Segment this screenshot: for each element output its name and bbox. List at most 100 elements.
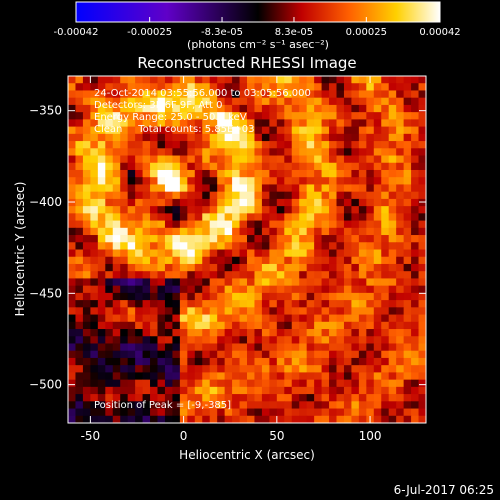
- heatmap-cell: [403, 97, 412, 106]
- heatmap-cell: [299, 329, 308, 337]
- heatmap-cell: [202, 83, 211, 91]
- heatmap-cell: [306, 198, 315, 207]
- heatmap-cell: [306, 372, 315, 381]
- heatmap-cell: [127, 104, 136, 113]
- heatmap-cell: [388, 300, 397, 308]
- heatmap-cell: [381, 329, 390, 337]
- heatmap-cell: [261, 220, 270, 229]
- heatmap-cell: [157, 112, 166, 120]
- heatmap-cell: [68, 314, 76, 323]
- heatmap-cell: [366, 307, 375, 315]
- heatmap-cell: [291, 300, 300, 308]
- heatmap-cell: [172, 408, 181, 417]
- heatmap-cell: [172, 307, 181, 315]
- heatmap-cell: [314, 365, 322, 373]
- heatmap-cell: [172, 386, 181, 395]
- heatmap-cell: [269, 112, 278, 120]
- heatmap-cell: [224, 263, 233, 272]
- heatmap-cell: [82, 321, 91, 330]
- heatmap-cell: [172, 271, 181, 279]
- heatmap-cell: [403, 314, 412, 323]
- heatmap-cell: [381, 242, 390, 250]
- heatmap-cell: [291, 169, 300, 178]
- heatmap-cell: [68, 90, 76, 99]
- heatmap-cell: [224, 256, 233, 265]
- heatmap-cell: [217, 321, 226, 330]
- heatmap-cell: [232, 112, 240, 120]
- heatmap-cell: [321, 336, 330, 344]
- heatmap-cell: [194, 162, 203, 171]
- heatmap-cell: [247, 76, 255, 84]
- heatmap-cell: [306, 162, 315, 171]
- heatmap-cell: [261, 357, 270, 366]
- heatmap-cell: [232, 285, 240, 294]
- heatmap-cell: [314, 133, 322, 142]
- heatmap-cell: [68, 213, 76, 221]
- heatmap-cell: [358, 285, 367, 294]
- heatmap-cell: [97, 271, 106, 279]
- heatmap-cell: [105, 372, 114, 381]
- heatmap-cell: [105, 155, 114, 164]
- heatmap-cell: [254, 148, 263, 156]
- heatmap-cell: [232, 133, 240, 142]
- heatmap-cell: [187, 379, 196, 388]
- heatmap-cell: [232, 76, 240, 84]
- heatmap-cell: [351, 256, 360, 265]
- heatmap-cell: [411, 126, 419, 135]
- heatmap-cell: [120, 357, 129, 366]
- heatmap-cell: [120, 321, 129, 330]
- heatmap-cell: [411, 394, 419, 402]
- heatmap-cell: [329, 126, 337, 135]
- heatmap-cell: [306, 133, 315, 142]
- y-tick-label: −500: [29, 378, 62, 392]
- heatmap-cell: [105, 213, 114, 221]
- heatmap-cell: [247, 112, 255, 120]
- heatmap-cell: [150, 249, 158, 258]
- heatmap-cell: [232, 184, 240, 193]
- heatmap-cell: [82, 408, 91, 417]
- heatmap-cell: [187, 314, 196, 323]
- heatmap-cell: [254, 235, 263, 243]
- heatmap-cell: [127, 365, 136, 373]
- heatmap-cell: [291, 133, 300, 142]
- heatmap-cell: [314, 401, 322, 409]
- heatmap-cell: [373, 97, 382, 106]
- heatmap-cell: [261, 263, 270, 272]
- heatmap-cell: [269, 155, 278, 164]
- heatmap-cell: [127, 235, 136, 243]
- heatmap-cell: [172, 379, 181, 388]
- heatmap-cell: [224, 90, 233, 99]
- heatmap-cell: [135, 141, 143, 149]
- heatmap-cell: [373, 292, 382, 301]
- heatmap-cell: [291, 184, 300, 193]
- heatmap-cell: [269, 408, 278, 417]
- heatmap-cell: [112, 148, 121, 156]
- heatmap-cell: [105, 119, 114, 128]
- heatmap-cell: [157, 365, 166, 373]
- heatmap-cell: [403, 220, 412, 229]
- heatmap-cell: [105, 401, 114, 409]
- heatmap-cell: [209, 408, 218, 417]
- heatmap-cell: [157, 350, 166, 359]
- heatmap-cell: [373, 169, 382, 178]
- axis-ticks: -50 0 50 100−350−400−450−500: [29, 76, 426, 443]
- heatmap-cell: [239, 133, 248, 142]
- heatmap-cell: [68, 357, 76, 366]
- heatmap-cell: [105, 141, 114, 149]
- heatmap-cell: [157, 307, 166, 315]
- heatmap-cell: [97, 83, 106, 91]
- heatmap-cell: [269, 119, 278, 128]
- heatmap-cell: [217, 249, 226, 258]
- heatmap-cell: [202, 379, 211, 388]
- heatmap-cell: [284, 336, 293, 344]
- heatmap-cell: [97, 148, 106, 156]
- heatmap-cell: [358, 83, 367, 91]
- heatmap-cell: [366, 162, 375, 171]
- heatmap-cell: [299, 343, 308, 352]
- heatmap-cell: [284, 198, 293, 207]
- heatmap-cell: [388, 350, 397, 359]
- heatmap-cell: [135, 206, 143, 214]
- heatmap-cell: [90, 292, 99, 301]
- heatmap-cell: [127, 90, 136, 99]
- heatmap-cell: [411, 372, 419, 381]
